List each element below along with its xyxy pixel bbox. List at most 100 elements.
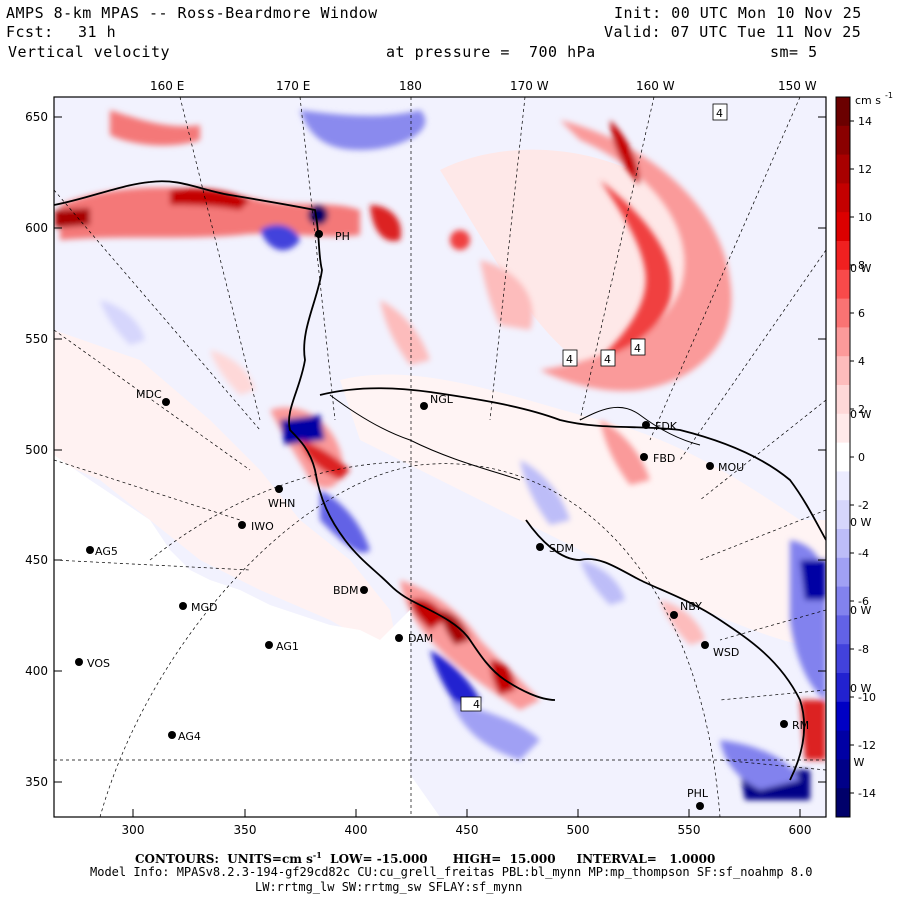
station-label: VOS	[87, 657, 110, 670]
color-bar-tick-label: -8	[858, 643, 869, 656]
color-bar	[836, 97, 850, 818]
color-bar-tick-label: 12	[858, 163, 872, 176]
color-bar-tick-label: 14	[858, 115, 872, 128]
left-axis-label: 450	[25, 553, 48, 567]
color-bar-swatch	[836, 759, 850, 789]
color-bar-tick-label: 6	[858, 307, 865, 320]
station-label: PH	[335, 230, 350, 243]
init-time: Init: 00 UTC Mon 10 Nov 25	[614, 4, 862, 22]
color-bar-swatch	[836, 586, 850, 616]
contour-value-label: 4	[716, 107, 723, 120]
color-bar-tick-label: -10	[858, 691, 876, 704]
color-bar-swatch	[836, 154, 850, 184]
physics-info: LW:rrtmg_lw SW:rrtmg_sw SFLAY:sf_mynn	[255, 880, 523, 894]
station-label: NBY	[680, 600, 702, 613]
color-bar-tick-label: 8	[858, 259, 865, 272]
station-label: PHL	[687, 787, 709, 800]
color-bar-swatch	[836, 298, 850, 328]
map-title: AMPS 8-km MPAS -- Ross-Beardmore Window	[6, 4, 378, 22]
station-label: WHN	[268, 497, 295, 510]
station-label: SDM	[549, 542, 574, 555]
top-axis-label: 160 W	[636, 79, 675, 93]
color-bar-swatch	[836, 557, 850, 588]
top-axis-label: 180	[399, 79, 422, 93]
bottom-axis-label: 400	[345, 823, 368, 837]
station-label: WSD	[713, 646, 739, 659]
left-axis-label: 400	[25, 664, 48, 678]
color-bar-swatch	[836, 500, 850, 530]
left-axis: 650 600 550 500 450 400 350	[25, 110, 48, 789]
bottom-axis-label: 350	[234, 823, 257, 837]
station-label: MGD	[191, 601, 218, 614]
color-bar-unit-exponent: -1	[885, 91, 893, 100]
color-bar-swatch	[836, 212, 850, 242]
station-label: AG1	[276, 640, 299, 653]
bottom-axis-label: 300	[122, 823, 145, 837]
station-label: FDK	[655, 420, 678, 433]
color-bar-swatch	[836, 529, 850, 559]
left-axis-label: 650	[25, 110, 48, 124]
color-bar-swatch	[836, 673, 850, 703]
color-bar-swatch	[836, 413, 850, 444]
color-bar-swatch	[836, 241, 850, 271]
color-bar-tick-label: 10	[858, 211, 872, 224]
left-axis-label: 500	[25, 443, 48, 457]
smoothing-value: sm= 5	[770, 43, 818, 61]
station-label: MDC	[136, 388, 162, 401]
bottom-axis-label: 600	[789, 823, 812, 837]
top-axis: 160 E 170 E 180 170 W 160 W 150 W	[150, 79, 817, 93]
valid-time: Valid: 07 UTC Tue 11 Nov 25	[604, 23, 862, 41]
contour-value-label: 4	[566, 353, 573, 366]
station-label: AG5	[95, 545, 118, 558]
contour-value-label: 4	[604, 353, 611, 366]
forecast-label: Fcst:	[6, 23, 54, 41]
color-bar-tick-label: 4	[858, 355, 865, 368]
station-labels: PH MDC NGL FDK FBD MOU WHN IWO AG5 SDM M…	[87, 230, 809, 800]
color-bar-tick-label: -2	[858, 499, 869, 512]
map-frame	[53, 96, 827, 818]
color-bar-unit: cm s	[855, 94, 881, 107]
color-bar-tick-label: -6	[858, 595, 869, 608]
station-label: NGL	[430, 393, 454, 406]
color-bar-ticks: 14 12 10 8 6 4 2 0 -2 -4 -6 -8 -10 -12 -14	[850, 115, 876, 800]
color-bar-swatch	[836, 125, 850, 156]
left-axis-label: 350	[25, 775, 48, 789]
station-label: RM	[792, 719, 809, 732]
forecast-hour: 31 h	[78, 23, 117, 41]
contour-value-label: 4	[473, 698, 480, 711]
pressure-level: at pressure = 700 hPa	[386, 43, 596, 61]
color-bar-swatch	[836, 615, 850, 645]
station-label: IWO	[251, 520, 274, 533]
station-label: MOU	[718, 461, 744, 474]
map-panel	[54, 97, 826, 817]
station-label: BDM	[333, 584, 359, 597]
top-axis-label: 170 W	[510, 79, 549, 93]
color-bar-tick-label: -12	[858, 739, 876, 752]
left-axis-label: 550	[25, 332, 48, 346]
contour-range: LOW= -15.000 HIGH= 15.000 INTERVAL= 1.00…	[321, 852, 716, 866]
station-label: AG4	[178, 730, 201, 743]
contour-units-exponent: -1	[312, 850, 322, 860]
left-axis-label: 600	[25, 221, 48, 235]
color-bar-swatch	[836, 644, 850, 674]
top-axis-label: 150 W	[778, 79, 817, 93]
top-axis-label: 160 E	[150, 79, 184, 93]
color-bar-tick-label: 0	[858, 451, 865, 464]
color-bar-tick-label: 2	[858, 403, 865, 416]
color-bar-swatch	[836, 788, 850, 818]
field-name: Vertical velocity	[8, 43, 171, 61]
color-bar-swatch	[836, 471, 850, 501]
color-bar-swatch	[836, 385, 850, 415]
contour-units: CONTOURS: UNITS=cm s	[135, 852, 313, 866]
model-info: Model Info: MPASv8.2.3-194-gf29cd82c CU:…	[90, 865, 813, 879]
contour-labels: 4 4 4 4 4	[460, 103, 728, 712]
bottom-axis-label: 450	[456, 823, 479, 837]
color-bar-swatch	[836, 327, 850, 357]
color-bar-swatch	[836, 183, 850, 213]
color-bar-swatch	[836, 701, 850, 732]
color-bar-swatch	[836, 730, 850, 760]
bottom-axis-label: 500	[567, 823, 590, 837]
top-axis-label: 170 E	[276, 79, 310, 93]
bottom-axis: 300 350 400 450 500 550 600	[122, 823, 812, 837]
